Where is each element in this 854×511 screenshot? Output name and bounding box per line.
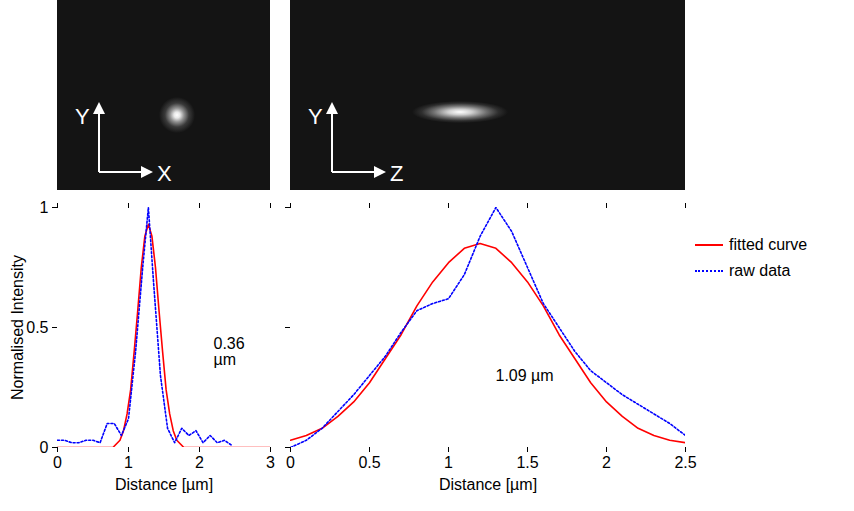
svg-text:Normalised Intensity: Normalised Intensity (9, 255, 26, 400)
svg-text:0: 0 (40, 439, 49, 456)
html-text:raw data: raw data (729, 262, 791, 279)
svg-text:Y: Y (75, 104, 90, 129)
svg-text:Z: Z (390, 161, 403, 186)
svg-text:1: 1 (40, 199, 49, 216)
svg-text:Y: Y (308, 104, 323, 129)
svg-text:3: 3 (266, 454, 275, 471)
svg-text:1: 1 (124, 454, 133, 471)
html-text:fitted curve: fitted curve (729, 236, 808, 253)
svg-text:0: 0 (53, 454, 62, 471)
svg-text:1: 1 (444, 454, 453, 471)
svg-text:0: 0 (286, 454, 295, 471)
svg-text:1.5: 1.5 (516, 454, 538, 471)
svg-text:2.5: 2.5 (674, 454, 696, 471)
svg-text:2: 2 (195, 454, 204, 471)
svg-text:Distance [µm]: Distance [µm] (439, 476, 537, 493)
svg-text:1.09 µm: 1.09 µm (496, 367, 554, 384)
svg-text:0.5: 0.5 (358, 454, 380, 471)
svg-text:0.5: 0.5 (26, 319, 48, 336)
svg-text:0.36µm: 0.36µm (214, 335, 245, 368)
svg-text:Distance [µm]: Distance [µm] (115, 476, 213, 493)
svg-text:2: 2 (602, 454, 611, 471)
svg-text:X: X (157, 161, 172, 186)
